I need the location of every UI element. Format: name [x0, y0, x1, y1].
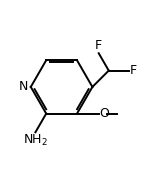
Text: F: F	[130, 64, 137, 77]
Text: N: N	[19, 80, 28, 93]
Text: NH$_2$: NH$_2$	[23, 133, 48, 148]
Text: F: F	[95, 39, 102, 53]
Text: O: O	[99, 107, 109, 120]
